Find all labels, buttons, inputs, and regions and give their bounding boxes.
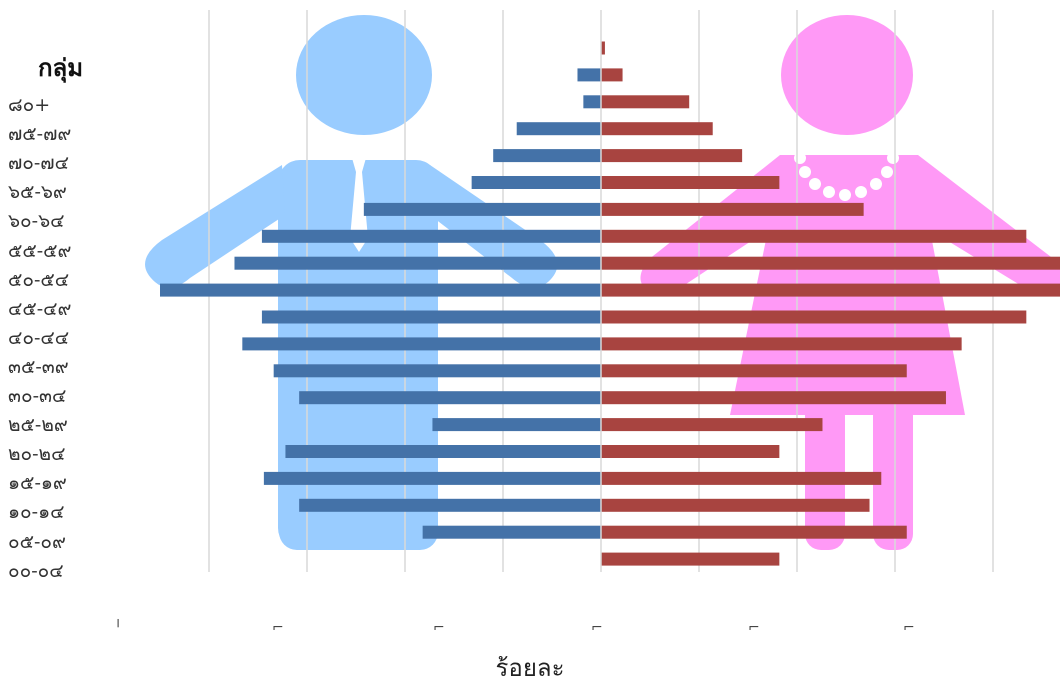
bar-left (261, 310, 601, 324)
bar-left (263, 471, 601, 485)
bar-right (601, 552, 780, 566)
legend-title: กลุ่ม (38, 53, 84, 82)
age-group-label: ๒๕-๒๙ (8, 414, 68, 437)
bar-right (601, 364, 907, 378)
age-group-label: ๑๕-๑๙ (8, 472, 67, 495)
age-group-label: ๒๐-๒๔ (8, 443, 66, 466)
x-axis-label: ร้อยละ (495, 654, 565, 682)
bar-right (601, 68, 623, 82)
x-tick-fragment: ╵ (114, 620, 123, 636)
bar-right (601, 176, 780, 189)
x-tick-fragment: ⌐ (903, 620, 915, 636)
age-group-label: ๓๕-๓๙ (8, 355, 69, 378)
bar-right (601, 498, 870, 512)
bar-left (234, 256, 602, 270)
bar-right (601, 149, 743, 163)
bar-right (601, 418, 823, 432)
age-group-label: ๕๕-๕๙ (8, 239, 72, 262)
age-group-label: ๘๐+ (8, 94, 51, 116)
age-group-label: ๕๐-๕๔ (8, 268, 70, 291)
bars-group (160, 41, 1060, 566)
bar-right (601, 95, 690, 109)
bar-left (242, 337, 601, 351)
age-group-label: ๐๕-๐๙ (8, 530, 66, 553)
bar-left (583, 95, 601, 109)
x-tick-fragment: ⌐ (591, 620, 603, 636)
tie-icon (350, 158, 368, 252)
bar-left (285, 445, 601, 458)
bar-right (601, 337, 962, 351)
bar-left (493, 149, 601, 163)
bar-left (363, 202, 601, 216)
bar-right (601, 202, 864, 216)
age-group-label: ๐๐-๐๔ (8, 559, 64, 582)
x-tick-fragment: ⌐ (272, 620, 284, 636)
bar-left (471, 176, 601, 189)
bar-right (601, 391, 946, 405)
age-group-label: ๗๕-๗๙ (8, 123, 72, 146)
age-group-label: ๑๐-๑๔ (8, 501, 65, 524)
age-group-label: ๔๐-๔๔ (8, 326, 70, 349)
bar-left (432, 418, 601, 432)
bar-left (422, 525, 601, 539)
woman-silhouette-icon (640, 15, 1060, 550)
bar-right (601, 41, 605, 55)
bar-left (299, 498, 601, 512)
bar-left (160, 283, 601, 297)
x-tick-fragment: ⌐ (433, 620, 445, 636)
bar-right (601, 283, 1060, 297)
bar-right (601, 229, 1027, 243)
bar-left (577, 68, 601, 82)
bar-left (261, 229, 601, 243)
age-group-label: ๗๐-๗๔ (8, 152, 69, 175)
necklace-icon (794, 152, 899, 201)
bar-left (516, 122, 601, 136)
man-silhouette-icon (145, 15, 558, 550)
bar-right (601, 525, 907, 539)
x-tick-fragment: ⌐ (748, 620, 760, 636)
age-group-label: ๔๕-๔๙ (8, 297, 72, 320)
bar-right (601, 471, 882, 485)
bar-left (299, 391, 601, 405)
age-group-label: ๖๕-๖๙ (8, 181, 67, 204)
age-group-label: ๓๐-๓๔ (8, 385, 67, 407)
age-group-label: ๖๐-๖๔ (8, 210, 65, 233)
bar-right (601, 310, 1027, 324)
bar-right (601, 256, 1060, 270)
bar-left (273, 364, 601, 378)
bar-right (601, 445, 780, 458)
bar-right (601, 122, 713, 136)
